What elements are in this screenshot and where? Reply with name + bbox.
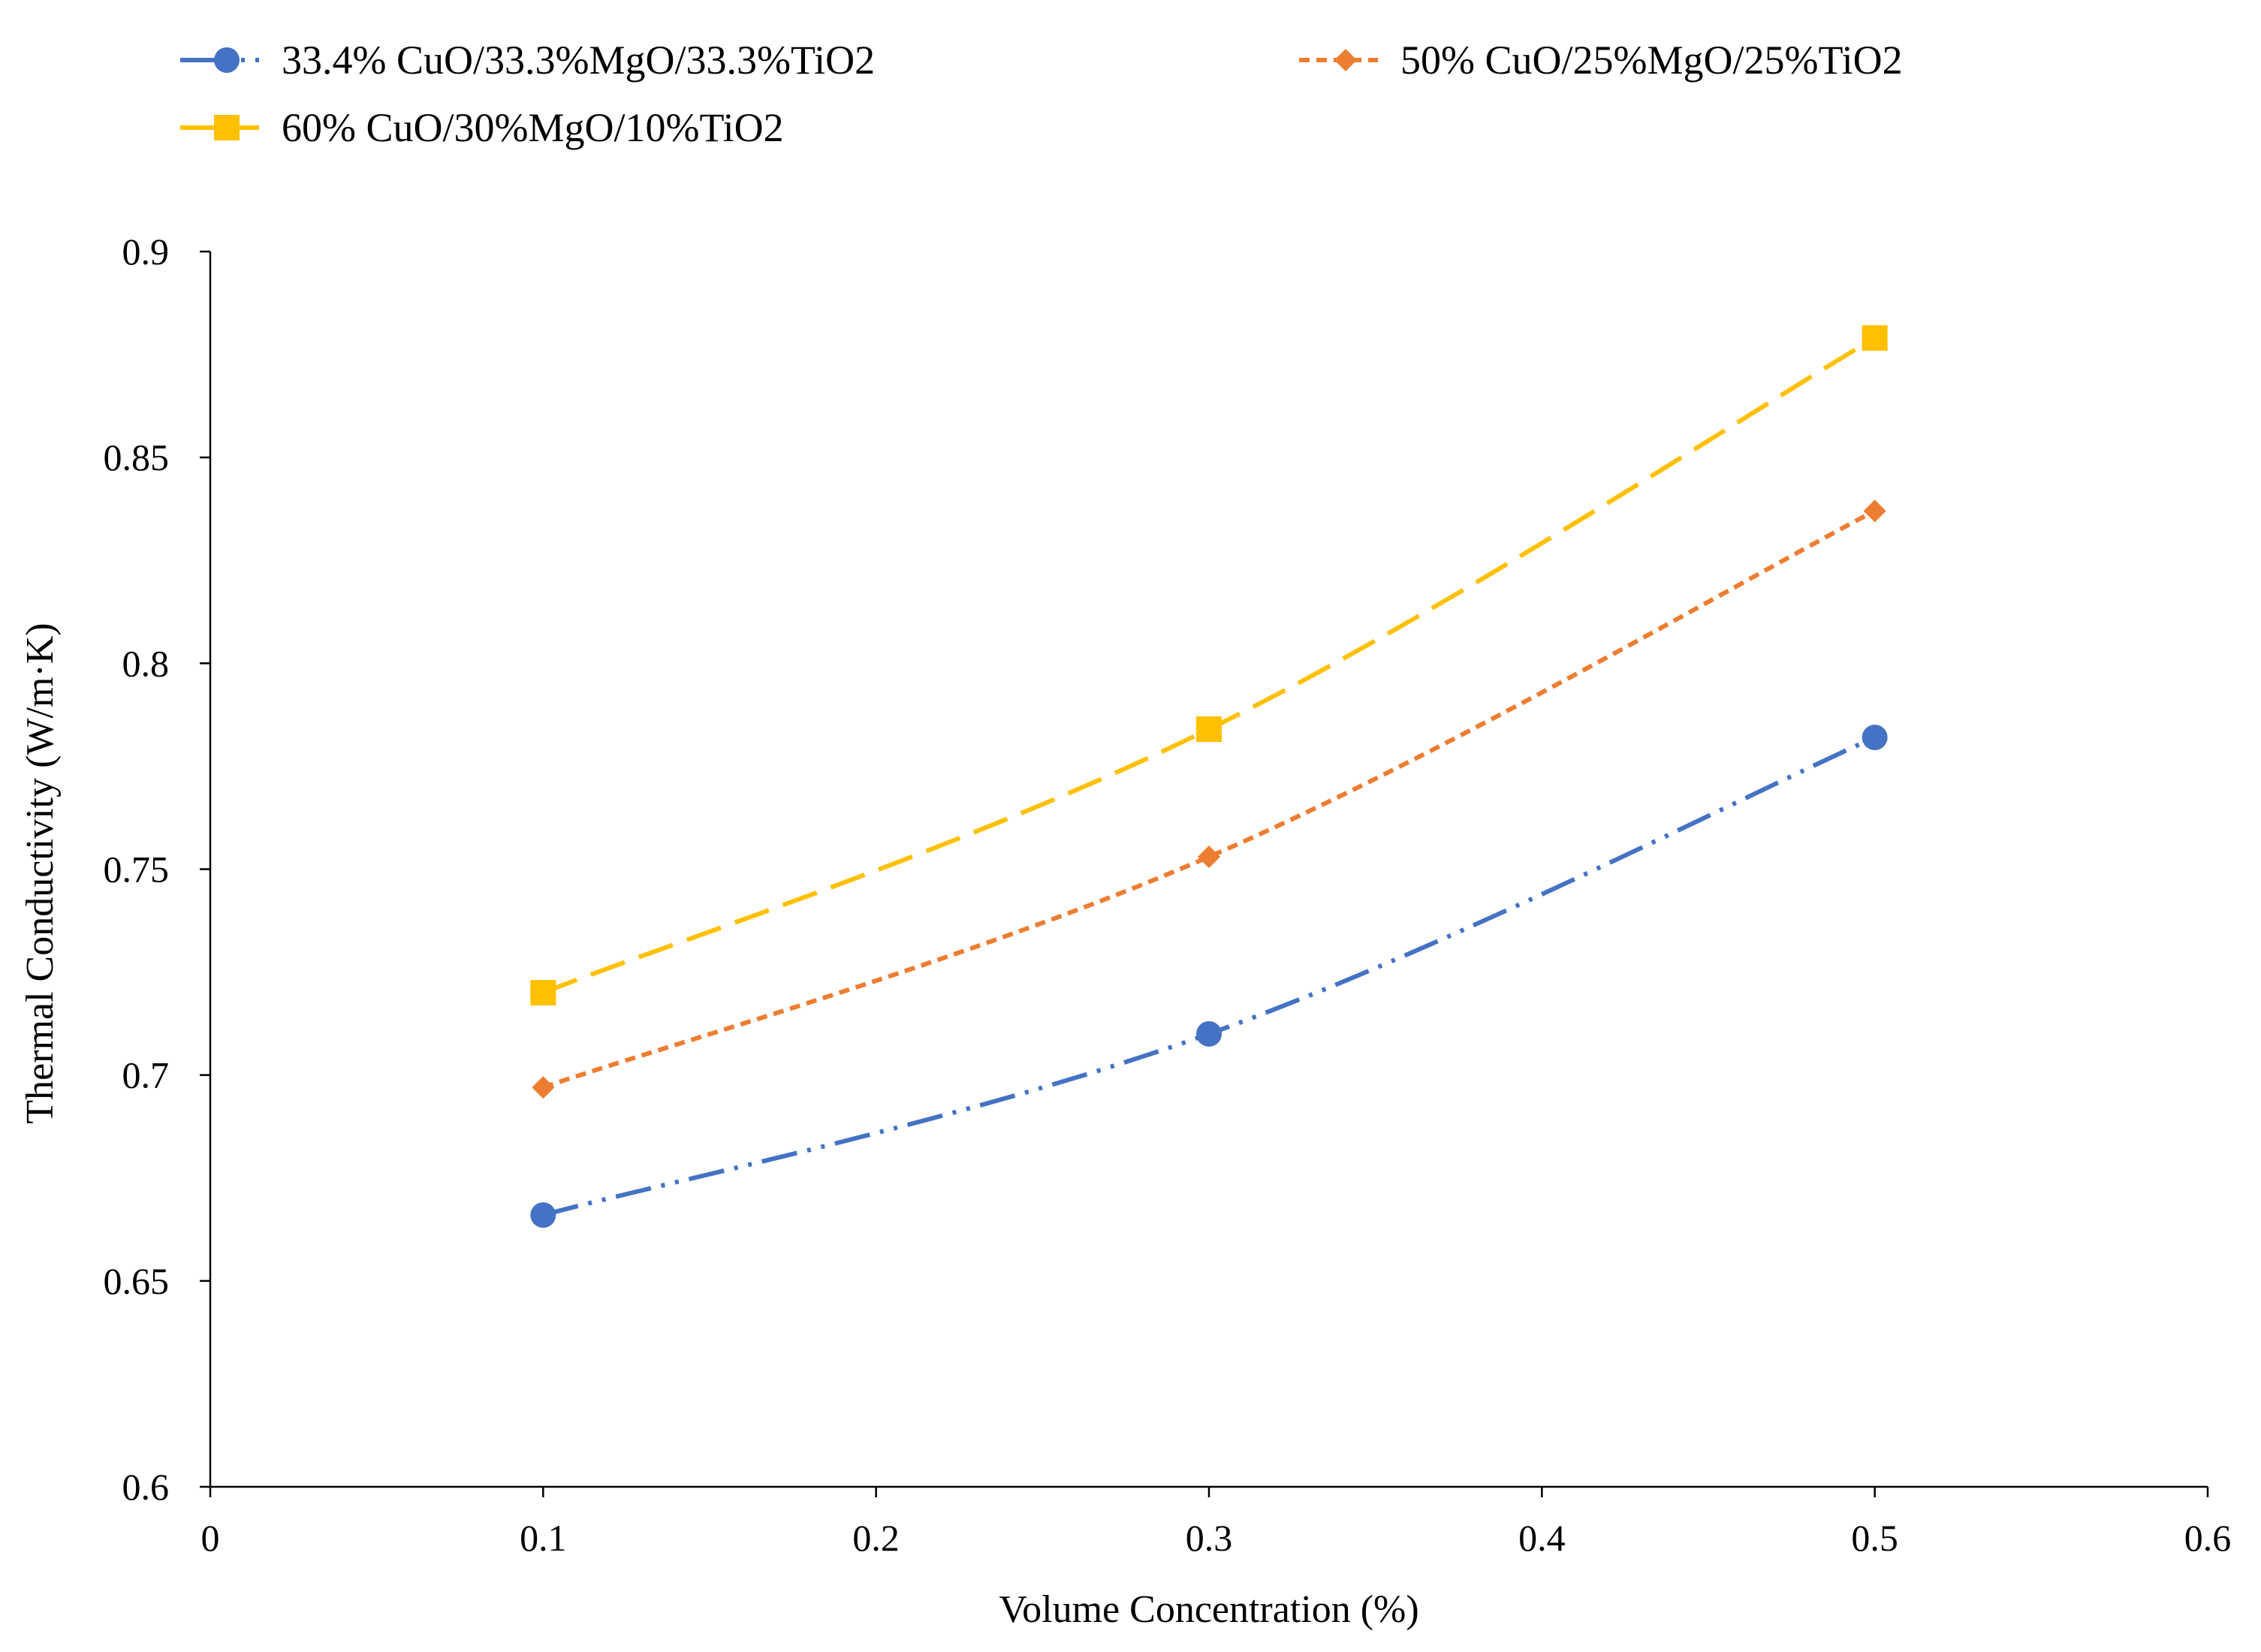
data-point-series-1 bbox=[1862, 725, 1888, 751]
legend-marker-swatch bbox=[214, 47, 240, 73]
data-point-series-1 bbox=[530, 1202, 556, 1228]
legend: 33.4% CuO/33.3%MgO/33.3%TiO2 50% CuO/25%M… bbox=[180, 38, 1903, 150]
y-tick-label: 0.85 bbox=[104, 436, 170, 478]
legend-entry-2: 50% CuO/25%MgO/25%TiO2 bbox=[1299, 38, 1903, 83]
y-tick-label: 0.9 bbox=[122, 231, 170, 273]
legend-marker-swatch bbox=[1334, 49, 1357, 71]
series-line-1 bbox=[542, 735, 1876, 1217]
x-tick-label: 0.1 bbox=[520, 1517, 567, 1559]
series-line-2 bbox=[542, 508, 1877, 1090]
data-point-series-2 bbox=[532, 1076, 555, 1099]
x-tick-label: 0.5 bbox=[1851, 1517, 1898, 1559]
y-tick-label: 0.6 bbox=[122, 1466, 170, 1508]
x-tick-label: 0.6 bbox=[2184, 1517, 2232, 1559]
x-axis-title: Volume Concentration (%) bbox=[999, 1588, 1418, 1631]
x-tick-label: 0.4 bbox=[1518, 1517, 1566, 1559]
y-axis-title: Thermal Conductivity (W/m·K) bbox=[19, 623, 62, 1123]
x-tick-label: 0 bbox=[201, 1517, 220, 1559]
legend-marker-swatch bbox=[214, 115, 240, 140]
axes: 0.6 0.65 0.7 0.75 0.8 0.85 0.9 0 0.1 0.2 0.3 0.4 0.5… bbox=[104, 231, 2232, 1559]
legend-label: 60% CuO/30%MgO/10%TiO2 bbox=[282, 105, 784, 150]
series-markers bbox=[530, 325, 1888, 1228]
legend-label: 33.4% CuO/33.3%MgO/33.3%TiO2 bbox=[282, 38, 875, 83]
y-tick-label: 0.75 bbox=[104, 849, 170, 891]
x-tick-label: 0.2 bbox=[852, 1517, 900, 1559]
y-tick-label: 0.65 bbox=[104, 1260, 170, 1302]
legend-label: 50% CuO/25%MgO/25%TiO2 bbox=[1400, 38, 1903, 83]
y-tick-label: 0.7 bbox=[122, 1054, 170, 1096]
data-point-series-3 bbox=[530, 980, 556, 1005]
legend-entry-1: 33.4% CuO/33.3%MgO/33.3%TiO2 bbox=[180, 38, 875, 83]
data-point-series-3 bbox=[1862, 325, 1888, 351]
y-tick-label: 0.8 bbox=[122, 642, 170, 684]
data-point-series-2 bbox=[1863, 499, 1886, 523]
data-point-series-1 bbox=[1196, 1020, 1222, 1047]
legend-entry-3: 60% CuO/30%MgO/10%TiO2 bbox=[180, 105, 784, 150]
data-point-series-3 bbox=[1196, 716, 1222, 743]
series-lines bbox=[542, 336, 1877, 1217]
data-point-series-2 bbox=[1198, 846, 1220, 869]
x-tick-label: 0.3 bbox=[1186, 1517, 1233, 1559]
series-line-3 bbox=[542, 336, 1877, 995]
